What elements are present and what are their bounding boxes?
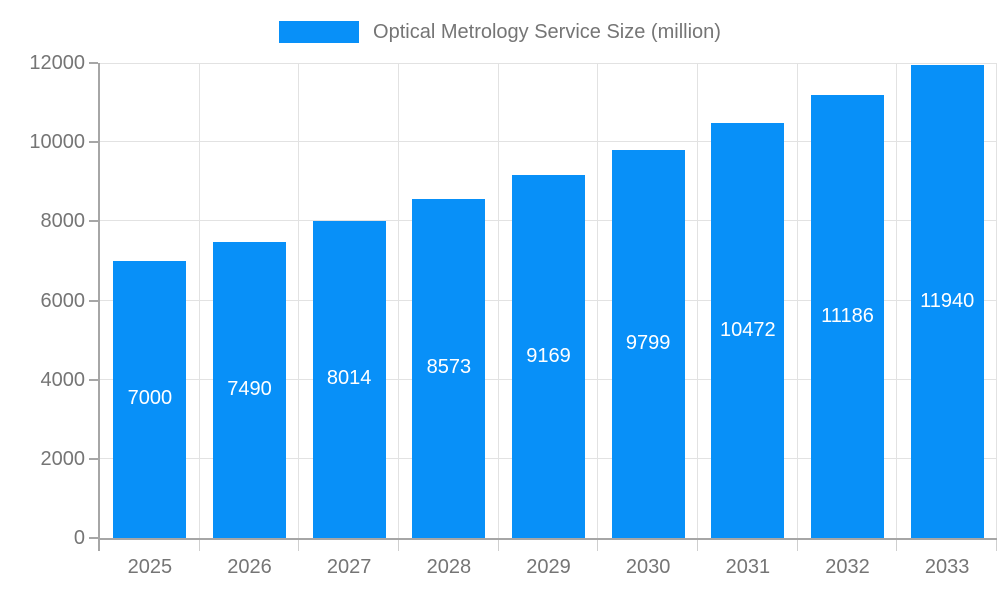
y-axis-tick-label: 12000: [29, 52, 85, 74]
x-tick-mark: [98, 540, 100, 551]
bar-value-label: 9169: [526, 344, 571, 367]
y-tick-mark: [89, 537, 98, 539]
x-gridline: [398, 63, 399, 538]
y-tick-mark: [89, 141, 98, 144]
x-axis-tick-label: 2025: [127, 556, 173, 578]
y-axis-tick-label: 8000: [40, 210, 86, 233]
x-axis-tick-label: 2030: [625, 556, 671, 578]
x-tick-mark: [697, 540, 698, 551]
bar-value-label: 8014: [326, 367, 372, 390]
x-gridline: [497, 63, 499, 538]
x-gridline: [896, 63, 898, 538]
x-tick-mark: [298, 540, 300, 551]
y-axis-tick-label: 2000: [40, 447, 86, 470]
x-axis-tick-label: 2033: [924, 556, 970, 578]
bar-value-label: 7000: [127, 387, 173, 410]
bar-value-label: 9799: [625, 332, 671, 355]
bar-2030[interactable]: 9799: [611, 150, 685, 538]
bar-2031[interactable]: 10472: [711, 123, 785, 538]
y-tick-mark: [89, 378, 98, 381]
x-axis-tick-label: 2029: [526, 556, 571, 578]
x-gridline: [198, 63, 200, 538]
x-gridline: [796, 63, 798, 538]
x-tick-mark: [896, 540, 898, 551]
x-tick-mark: [398, 540, 399, 551]
chart-legend[interactable]: Optical Metrology Service Size (million): [0, 17, 1000, 47]
x-axis-tick-label: 2027: [326, 556, 372, 578]
bar-2033[interactable]: 11940: [910, 65, 984, 538]
bar-value-label: 10472: [720, 318, 776, 341]
bar-2029[interactable]: 9169: [512, 175, 585, 538]
bar-2028[interactable]: 8573: [412, 198, 486, 538]
x-tick-mark: [597, 540, 599, 551]
bar-2026[interactable]: 7490: [213, 241, 286, 538]
bar-2025[interactable]: 7000: [113, 260, 187, 538]
bar-2027[interactable]: 8014: [312, 220, 386, 538]
x-tick-mark: [497, 540, 499, 551]
x-gridline: [697, 63, 698, 538]
x-gridline: [597, 63, 599, 538]
y-gridline: [100, 141, 997, 143]
y-axis-tick-label: 0: [73, 527, 85, 549]
x-tick-mark: [996, 540, 997, 551]
y-axis-tick-label: 10000: [29, 131, 85, 154]
x-axis-tick-label: 2031: [725, 556, 771, 578]
legend-swatch[interactable]: [279, 21, 360, 43]
bar-value-label: 11940: [920, 289, 975, 312]
y-axis-tick-label: 4000: [40, 368, 86, 391]
bar-value-label: 8573: [426, 356, 472, 379]
x-axis-tick-label: 2026: [227, 556, 272, 578]
x-gridline: [996, 63, 997, 538]
x-tick-mark: [796, 540, 798, 551]
y-tick-mark: [89, 220, 98, 223]
bar-2032[interactable]: 11186: [811, 95, 884, 538]
y-tick-mark: [89, 457, 98, 460]
x-axis-tick-label: 2028: [426, 556, 472, 578]
y-tick-mark: [89, 299, 98, 302]
y-tick-mark: [89, 62, 98, 64]
bar-value-label: 11186: [821, 304, 874, 327]
x-axis-tick-label: 2032: [825, 556, 870, 578]
x-tick-mark: [198, 540, 200, 551]
y-axis-tick-label: 6000: [40, 289, 86, 312]
y-gridline: [100, 63, 997, 64]
bar-value-label: 7490: [227, 377, 272, 400]
x-gridline: [298, 63, 300, 538]
plot-area: 7000 7490 8014 8573 9169 9799 10472 11186 11940: [98, 63, 997, 540]
legend-label[interactable]: Optical Metrology Service Size (million): [373, 21, 721, 43]
